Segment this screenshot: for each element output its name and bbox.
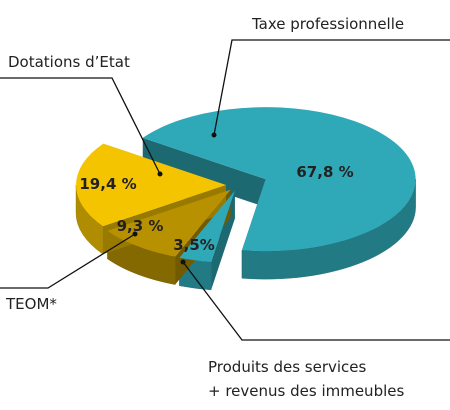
pie-slice <box>76 143 227 227</box>
pie-slice <box>107 189 231 257</box>
leader-dot <box>211 132 217 138</box>
leader-dot <box>132 231 138 237</box>
leader-lines <box>0 39 450 341</box>
slice-side <box>142 137 266 208</box>
category-label: Produits des services + revenus des imme… <box>208 358 405 400</box>
leader-dot <box>157 171 163 177</box>
pie-slice <box>179 190 235 262</box>
leader-line <box>213 39 450 136</box>
value-label: 3,5% <box>173 236 215 254</box>
leader-dot <box>180 259 186 265</box>
leader-line <box>0 233 136 289</box>
value-label: 19,4 % <box>79 175 137 193</box>
leader-line <box>0 77 161 175</box>
category-label: Dotations d’Etat <box>8 53 130 71</box>
leader-line <box>182 261 450 341</box>
pie-slice <box>142 107 416 252</box>
slice-tops <box>76 107 416 262</box>
category-label: TEOM* <box>6 295 57 313</box>
value-label: 67,8 % <box>296 163 354 181</box>
value-label: 9,3 % <box>116 217 164 235</box>
leader-dots <box>132 132 217 265</box>
category-label: Taxe professionnelle <box>252 15 405 33</box>
